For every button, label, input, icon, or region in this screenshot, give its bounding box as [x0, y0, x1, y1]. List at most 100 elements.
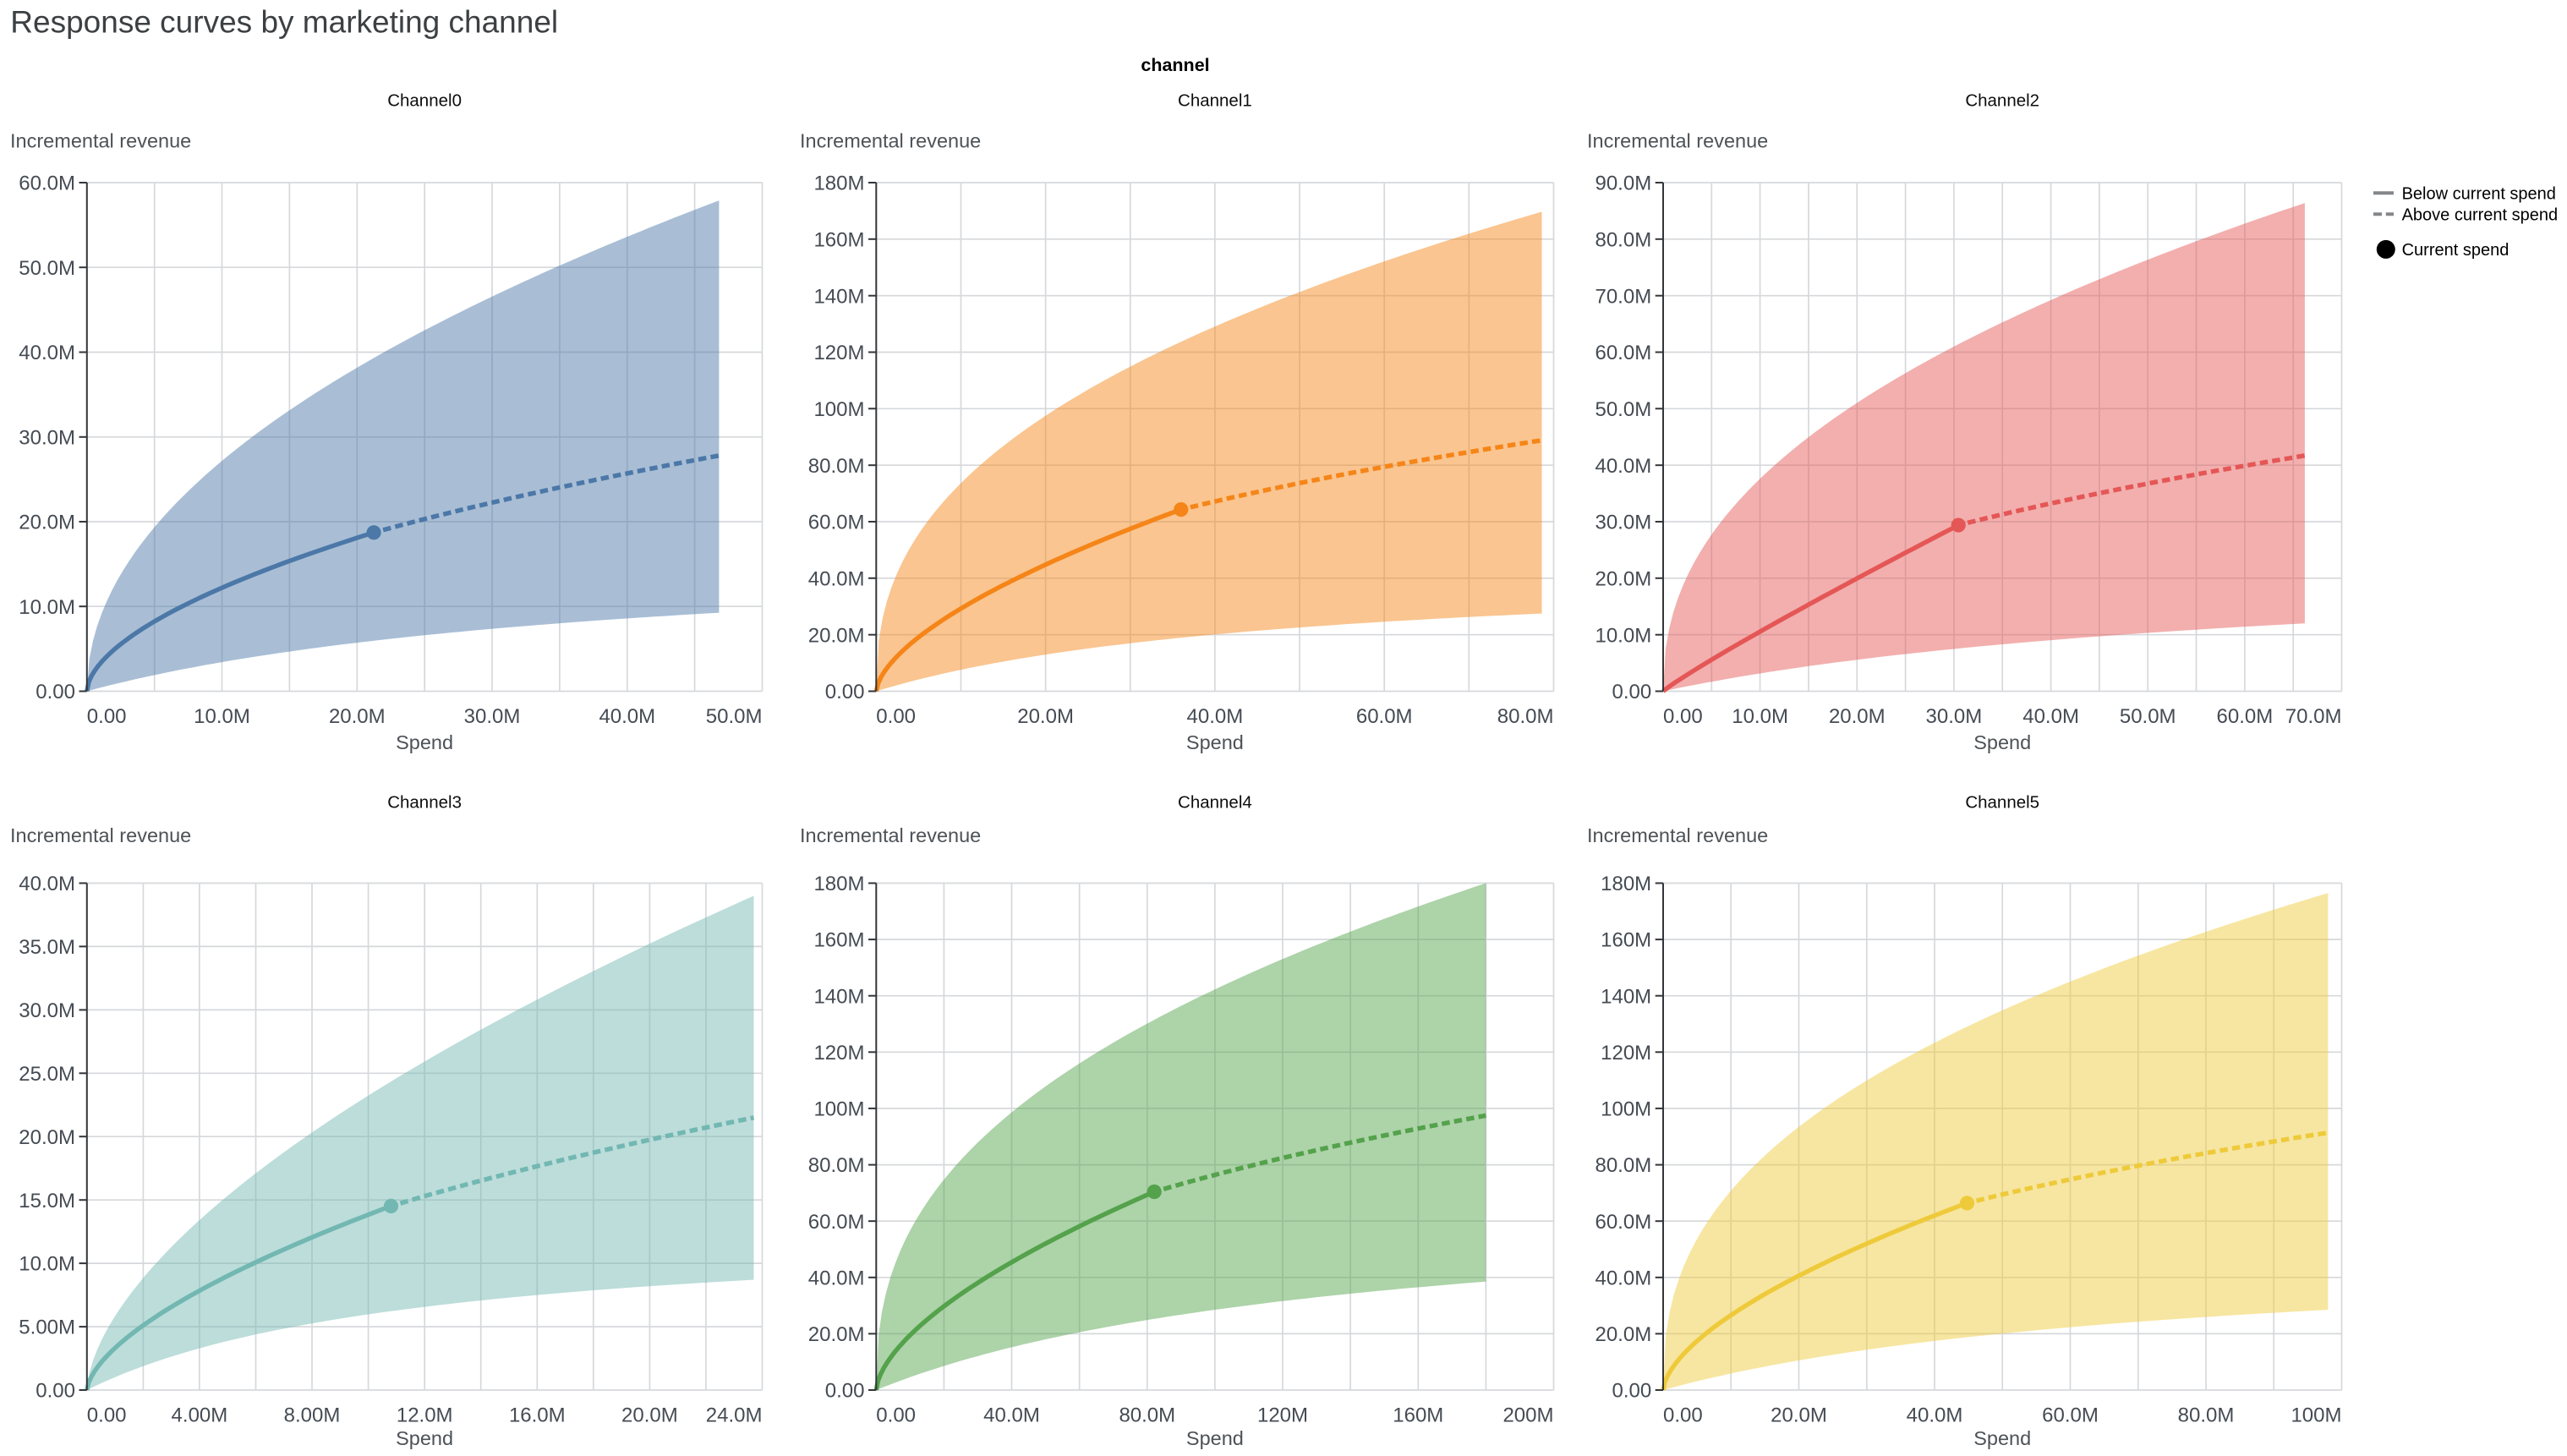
- svg-text:160M: 160M: [813, 929, 864, 952]
- svg-text:40.0M: 40.0M: [1907, 1404, 1963, 1427]
- svg-text:30.0M: 30.0M: [19, 426, 75, 449]
- svg-text:160M: 160M: [813, 228, 864, 251]
- svg-text:20.0M: 20.0M: [1017, 705, 1074, 728]
- svg-text:80.0M: 80.0M: [808, 1154, 865, 1177]
- svg-text:50.0M: 50.0M: [2120, 705, 2176, 728]
- svg-text:80.0M: 80.0M: [1595, 228, 1651, 251]
- svg-text:20.0M: 20.0M: [19, 1126, 75, 1149]
- svg-text:20.0M: 20.0M: [1771, 1404, 1827, 1427]
- svg-text:40.0M: 40.0M: [1187, 705, 1244, 728]
- svg-text:70.0M: 70.0M: [1595, 285, 1651, 308]
- svg-text:Spend: Spend: [1186, 731, 1244, 753]
- svg-text:0.00: 0.00: [1612, 681, 1651, 703]
- svg-text:0.00: 0.00: [876, 705, 916, 728]
- svg-text:35.0M: 35.0M: [19, 936, 75, 959]
- svg-text:Spend: Spend: [1186, 1427, 1244, 1449]
- svg-text:120M: 120M: [813, 1042, 864, 1065]
- svg-text:Spend: Spend: [1973, 731, 2031, 753]
- svg-text:60.0M: 60.0M: [1595, 342, 1651, 364]
- svg-text:Channel1: Channel1: [1178, 91, 1252, 111]
- svg-text:140M: 140M: [813, 985, 864, 1008]
- svg-text:Channel2: Channel2: [1965, 91, 2039, 111]
- svg-text:40.0M: 40.0M: [1595, 1267, 1651, 1289]
- svg-text:24.0M: 24.0M: [706, 1404, 763, 1427]
- svg-text:50.0M: 50.0M: [706, 705, 763, 728]
- svg-text:40.0M: 40.0M: [599, 705, 655, 728]
- svg-text:Incremental revenue: Incremental revenue: [800, 824, 981, 846]
- svg-text:0.00: 0.00: [1663, 1404, 1703, 1427]
- svg-text:80.0M: 80.0M: [2178, 1404, 2235, 1427]
- svg-text:12.0M: 12.0M: [397, 1404, 453, 1427]
- svg-text:90.0M: 90.0M: [1595, 172, 1651, 195]
- svg-text:100M: 100M: [1601, 1098, 1651, 1121]
- svg-text:10.0M: 10.0M: [19, 596, 75, 619]
- svg-text:16.0M: 16.0M: [509, 1404, 566, 1427]
- svg-text:30.0M: 30.0M: [464, 705, 521, 728]
- svg-text:Below current spend: Below current spend: [2402, 185, 2556, 204]
- svg-text:120M: 120M: [1601, 1042, 1651, 1065]
- svg-text:180M: 180M: [813, 172, 864, 195]
- svg-text:Spend: Spend: [1973, 1427, 2031, 1449]
- svg-text:0.00: 0.00: [825, 681, 865, 703]
- svg-text:200M: 200M: [1502, 1404, 1553, 1427]
- svg-text:120M: 120M: [813, 342, 864, 364]
- svg-text:Incremental revenue: Incremental revenue: [1587, 130, 1768, 152]
- svg-text:20.0M: 20.0M: [808, 1323, 865, 1346]
- svg-text:30.0M: 30.0M: [19, 999, 75, 1022]
- svg-text:30.0M: 30.0M: [1926, 705, 1983, 728]
- svg-text:20.0M: 20.0M: [329, 705, 386, 728]
- svg-text:Current spend: Current spend: [2402, 241, 2510, 260]
- svg-text:140M: 140M: [813, 285, 864, 308]
- svg-text:10.0M: 10.0M: [19, 1253, 75, 1276]
- svg-text:60.0M: 60.0M: [808, 1211, 865, 1234]
- svg-text:20.0M: 20.0M: [808, 624, 865, 647]
- svg-text:Spend: Spend: [396, 1427, 453, 1449]
- svg-text:160M: 160M: [1393, 1404, 1443, 1427]
- svg-text:20.0M: 20.0M: [1595, 1323, 1651, 1346]
- svg-text:60.0M: 60.0M: [808, 512, 865, 534]
- svg-text:40.0M: 40.0M: [19, 342, 75, 364]
- svg-text:60.0M: 60.0M: [2042, 1404, 2099, 1427]
- svg-text:Above current spend: Above current spend: [2402, 206, 2559, 225]
- svg-text:180M: 180M: [1601, 873, 1651, 895]
- svg-text:0.00: 0.00: [87, 1404, 127, 1427]
- svg-text:Channel5: Channel5: [1965, 793, 2039, 813]
- svg-text:0.00: 0.00: [1663, 705, 1703, 728]
- svg-text:0.00: 0.00: [825, 1380, 865, 1403]
- svg-text:channel: channel: [1141, 55, 1209, 75]
- svg-text:30.0M: 30.0M: [1595, 512, 1651, 534]
- svg-text:20.0M: 20.0M: [1595, 567, 1651, 590]
- svg-text:100M: 100M: [813, 398, 864, 421]
- svg-text:20.0M: 20.0M: [1829, 705, 1886, 728]
- svg-text:80.0M: 80.0M: [1497, 705, 1554, 728]
- svg-text:40.0M: 40.0M: [2022, 705, 2079, 728]
- svg-text:0.00: 0.00: [36, 1380, 75, 1403]
- svg-text:Incremental revenue: Incremental revenue: [10, 824, 191, 846]
- svg-text:60.0M: 60.0M: [2217, 705, 2274, 728]
- svg-text:80.0M: 80.0M: [1595, 1154, 1651, 1177]
- svg-text:60.0M: 60.0M: [19, 172, 75, 195]
- svg-text:50.0M: 50.0M: [1595, 398, 1651, 421]
- svg-text:25.0M: 25.0M: [19, 1063, 75, 1086]
- svg-text:Incremental revenue: Incremental revenue: [1587, 824, 1768, 846]
- svg-text:10.0M: 10.0M: [194, 705, 250, 728]
- svg-text:Response curves by marketing c: Response curves by marketing channel: [10, 5, 558, 40]
- svg-text:50.0M: 50.0M: [19, 257, 75, 280]
- svg-text:5.00M: 5.00M: [19, 1316, 75, 1339]
- svg-text:140M: 140M: [1601, 985, 1651, 1008]
- svg-text:Channel0: Channel0: [387, 91, 462, 111]
- svg-text:20.0M: 20.0M: [19, 512, 75, 534]
- svg-text:40.0M: 40.0M: [808, 567, 865, 590]
- svg-text:0.00: 0.00: [1612, 1380, 1651, 1403]
- svg-text:80.0M: 80.0M: [1119, 1404, 1175, 1427]
- svg-text:160M: 160M: [1601, 929, 1651, 952]
- svg-text:10.0M: 10.0M: [1595, 624, 1651, 647]
- svg-text:120M: 120M: [1257, 1404, 1308, 1427]
- svg-text:Incremental revenue: Incremental revenue: [10, 130, 191, 152]
- svg-text:0.00: 0.00: [36, 681, 75, 703]
- svg-text:100M: 100M: [813, 1098, 864, 1121]
- svg-text:Incremental revenue: Incremental revenue: [800, 130, 981, 152]
- svg-text:Channel3: Channel3: [387, 793, 462, 813]
- svg-text:60.0M: 60.0M: [1595, 1211, 1651, 1234]
- svg-text:100M: 100M: [2291, 1404, 2341, 1427]
